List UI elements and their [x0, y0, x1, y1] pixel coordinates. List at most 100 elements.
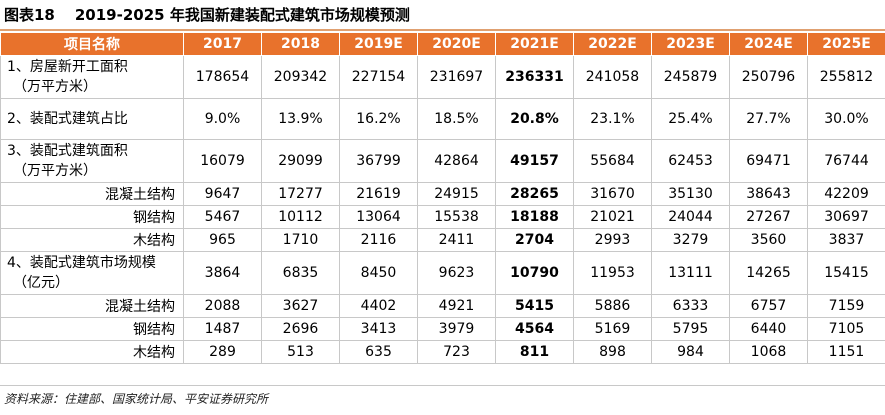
table-cell: 289 [183, 340, 262, 364]
table-cell: 3279 [651, 228, 730, 252]
header-cell: 项目名称 [0, 32, 184, 56]
source-note: 资料来源：住建部、国家统计局、平安证券研究所 [4, 392, 269, 406]
table-cell: 27267 [729, 205, 808, 229]
table-cell-highlight: 10790 [495, 251, 574, 295]
table-cell: 69471 [729, 139, 808, 183]
table-cell: 30697 [807, 205, 885, 229]
table-row: 钢结构 5467 10112 13064 15538 18188 21021 2… [0, 205, 885, 229]
table-cell: 984 [651, 340, 730, 364]
table-cell: 7105 [807, 317, 885, 341]
row-label: 混凝土结构 [0, 182, 184, 206]
table-cell: 15538 [417, 205, 496, 229]
table-cell: 8450 [339, 251, 418, 295]
table-cell-highlight: 236331 [495, 55, 574, 99]
table-cell: 965 [183, 228, 262, 252]
row-label-unit: （万平方米） [13, 163, 97, 179]
table-cell: 3864 [183, 251, 262, 295]
row-label: 1、房屋新开工面积 （万平方米） [0, 55, 184, 99]
table-cell: 25.4% [651, 98, 730, 140]
table-cell: 1710 [261, 228, 340, 252]
table-cell: 2411 [417, 228, 496, 252]
figure-number: 图表18 [4, 6, 55, 24]
table-cell: 255812 [807, 55, 885, 99]
table-cell: 2696 [261, 317, 340, 341]
table-cell: 16.2% [339, 98, 418, 140]
table-cell: 635 [339, 340, 418, 364]
table-cell: 2088 [183, 294, 262, 318]
row-label: 钢结构 [0, 317, 184, 341]
table-cell-highlight: 4564 [495, 317, 574, 341]
table-cell: 723 [417, 340, 496, 364]
row-label: 4、装配式建筑市场规模 （亿元） [0, 251, 184, 295]
table-cell: 5886 [573, 294, 652, 318]
table-cell: 15415 [807, 251, 885, 295]
table-cell: 4921 [417, 294, 496, 318]
table-cell: 23.1% [573, 98, 652, 140]
table-row: 4、装配式建筑市场规模 （亿元） 3864 6835 8450 9623 1079… [0, 251, 885, 295]
table-cell: 31670 [573, 182, 652, 206]
table-cell: 9.0% [183, 98, 262, 140]
title-rule [0, 29, 885, 31]
table-cell: 3560 [729, 228, 808, 252]
row-label-main: 1、房屋新开工面积 [7, 59, 128, 75]
table-cell-highlight: 5415 [495, 294, 574, 318]
table-cell: 6757 [729, 294, 808, 318]
table-cell: 250796 [729, 55, 808, 99]
row-label: 木结构 [0, 340, 184, 364]
table-cell: 2116 [339, 228, 418, 252]
table-row: 钢结构 1487 2696 3413 3979 4564 5169 5795 6… [0, 317, 885, 341]
table-cell: 9623 [417, 251, 496, 295]
table-cell-highlight: 18188 [495, 205, 574, 229]
header-cell: 2025E [807, 32, 885, 56]
row-label-main: 4、装配式建筑市场规模 [7, 255, 156, 271]
table-cell: 227154 [339, 55, 418, 99]
table-cell: 6333 [651, 294, 730, 318]
row-label: 木结构 [0, 228, 184, 252]
table-row: 1、房屋新开工面积 （万平方米） 178654 209342 227154 231… [0, 55, 885, 99]
table-row: 木结构 289 513 635 723 811 898 984 1068 115… [0, 340, 885, 364]
table-cell: 5467 [183, 205, 262, 229]
table-cell: 38643 [729, 182, 808, 206]
table-cell: 178654 [183, 55, 262, 99]
table-cell: 6835 [261, 251, 340, 295]
table-cell-highlight: 20.8% [495, 98, 574, 140]
source-rule [0, 385, 885, 386]
table-row: 混凝土结构 9647 17277 21619 24915 28265 31670… [0, 182, 885, 206]
header-cell: 2020E [417, 32, 496, 56]
table-cell: 36799 [339, 139, 418, 183]
table-cell: 1068 [729, 340, 808, 364]
table-cell: 6440 [729, 317, 808, 341]
figure-title: 图表18 2019-2025 年我国新建装配式建筑市场规模预测 [0, 0, 885, 29]
table-cell: 16079 [183, 139, 262, 183]
table-row: 混凝土结构 2088 3627 4402 4921 5415 5886 6333… [0, 294, 885, 318]
table-cell: 241058 [573, 55, 652, 99]
table-cell: 245879 [651, 55, 730, 99]
row-label-unit: （亿元） [13, 275, 69, 291]
row-label-unit: （万平方米） [13, 79, 97, 95]
table-cell: 3979 [417, 317, 496, 341]
table-cell: 11953 [573, 251, 652, 295]
table-cell: 5795 [651, 317, 730, 341]
table-cell: 13111 [651, 251, 730, 295]
table-cell: 76744 [807, 139, 885, 183]
table-cell-highlight: 49157 [495, 139, 574, 183]
forecast-table: 项目名称 2017 2018 2019E 2020E 2021E 2022E 2… [0, 32, 885, 364]
table-cell: 21619 [339, 182, 418, 206]
table-cell: 1151 [807, 340, 885, 364]
figure-title-text: 2019-2025 年我国新建装配式建筑市场规模预测 [74, 6, 410, 24]
table-cell: 513 [261, 340, 340, 364]
table-cell-highlight: 811 [495, 340, 574, 364]
table-cell: 62453 [651, 139, 730, 183]
table-cell: 231697 [417, 55, 496, 99]
header-cell: 2022E [573, 32, 652, 56]
table-cell: 898 [573, 340, 652, 364]
table-cell: 2993 [573, 228, 652, 252]
table-cell: 7159 [807, 294, 885, 318]
table-cell: 14265 [729, 251, 808, 295]
header-row: 项目名称 2017 2018 2019E 2020E 2021E 2022E 2… [0, 32, 885, 56]
table-cell: 17277 [261, 182, 340, 206]
table-cell: 13.9% [261, 98, 340, 140]
table-cell: 9647 [183, 182, 262, 206]
table-cell-highlight: 2704 [495, 228, 574, 252]
header-cell: 2017 [183, 32, 262, 56]
